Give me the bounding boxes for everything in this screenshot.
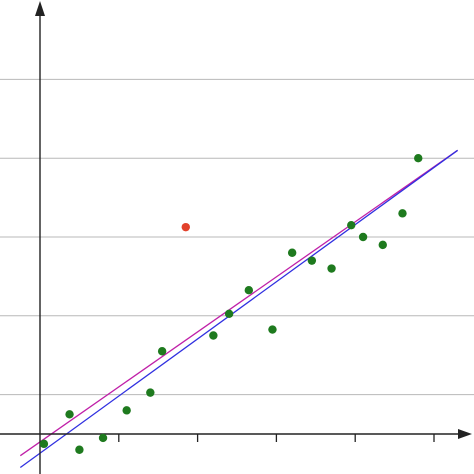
data-point <box>98 433 108 443</box>
data-point <box>65 410 74 419</box>
x-axis-arrow <box>458 429 472 439</box>
gridlines <box>0 78 474 396</box>
data-point <box>327 264 336 273</box>
y-axis-arrow <box>35 1 45 16</box>
data-point <box>39 439 49 449</box>
data-point <box>287 248 297 257</box>
data-point <box>307 256 317 265</box>
data-point <box>414 154 423 163</box>
data-point <box>122 406 131 415</box>
data-point <box>347 220 356 230</box>
fit-line-2 <box>19 149 459 469</box>
data-point <box>157 347 167 356</box>
data-point <box>224 309 234 319</box>
data-point <box>209 331 218 340</box>
data-point <box>181 222 190 232</box>
fit-lines <box>19 149 459 469</box>
data-point <box>268 325 277 334</box>
data-point <box>398 209 407 218</box>
data-point <box>244 285 254 295</box>
data-point <box>358 232 368 242</box>
fit-line-1 <box>19 149 459 457</box>
data-point <box>146 388 155 397</box>
data-point <box>75 445 84 454</box>
data-points <box>39 154 423 454</box>
data-point <box>378 240 387 250</box>
